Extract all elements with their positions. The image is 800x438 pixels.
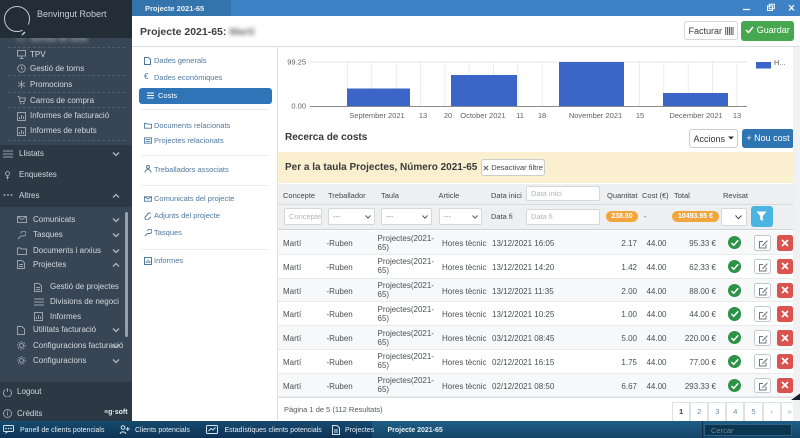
svg-text:H...: H... [774, 58, 786, 67]
svg-text:October 2021: October 2021 [460, 111, 505, 120]
svg-text:20: 20 [444, 111, 452, 120]
svg-text:13: 13 [733, 111, 741, 120]
svg-text:18: 18 [538, 111, 546, 120]
svg-text:15: 15 [636, 111, 644, 120]
svg-text:November 2021: November 2021 [569, 111, 622, 120]
svg-text:13: 13 [419, 111, 427, 120]
svg-text:11: 11 [516, 111, 524, 120]
svg-text:December 2021: December 2021 [669, 111, 722, 120]
svg-text:0.00: 0.00 [291, 102, 306, 111]
svg-text:September 2021: September 2021 [349, 111, 404, 120]
svg-text:99.25: 99.25 [287, 58, 306, 67]
